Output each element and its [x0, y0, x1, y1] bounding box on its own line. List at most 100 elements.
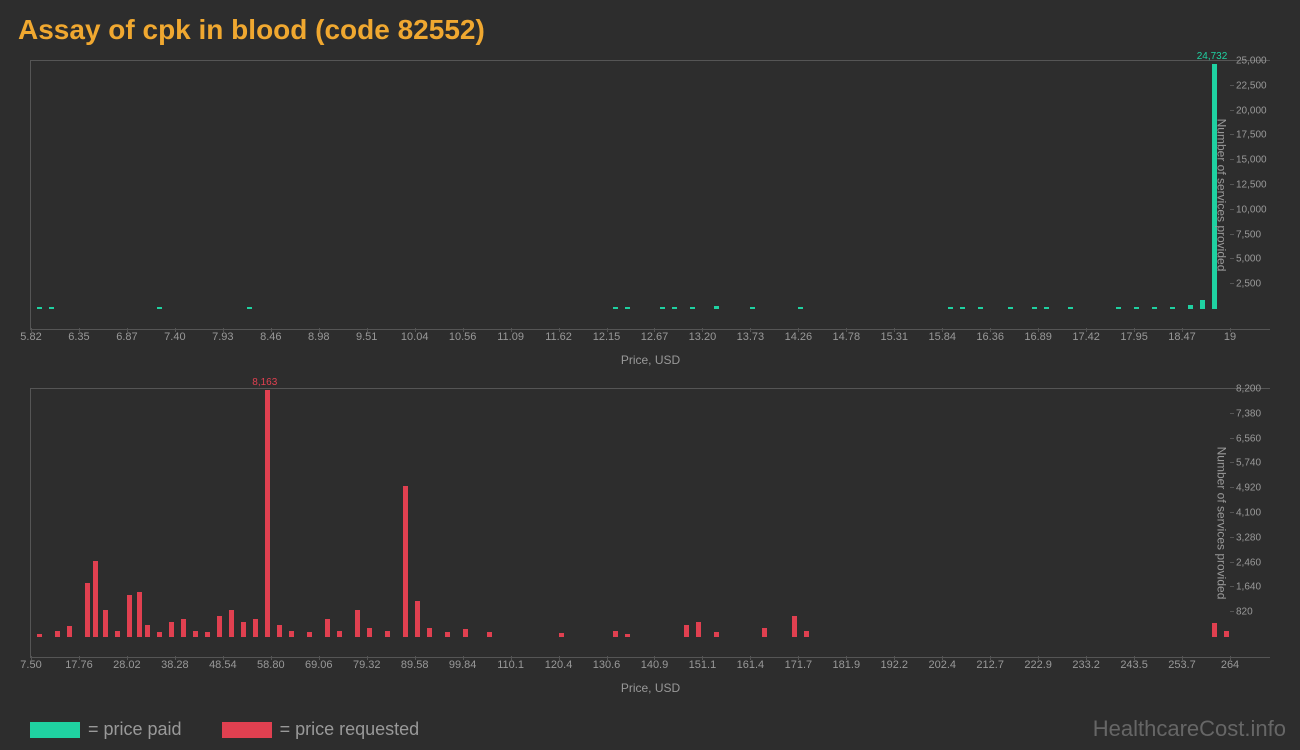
- x-tick: 212.7: [976, 659, 1004, 671]
- y-tick: 4,920: [1236, 483, 1261, 494]
- bar: [253, 619, 258, 637]
- bar: [93, 561, 98, 637]
- y-tick: 2,500: [1236, 279, 1261, 290]
- bar: [49, 307, 54, 309]
- bar: [1188, 305, 1193, 309]
- legend-item-paid: = price paid: [30, 719, 182, 740]
- bar: [137, 592, 142, 637]
- x-tick: 171.7: [785, 659, 813, 671]
- bar: [385, 631, 390, 637]
- bar: [948, 307, 953, 309]
- bar: [67, 626, 72, 637]
- x-tick: 7.40: [164, 331, 185, 343]
- bar: [265, 390, 270, 637]
- chart-paid-container: 24,732 5.826.356.877.407.938.468.989.511…: [30, 60, 1270, 330]
- x-tick: 7.50: [20, 659, 41, 671]
- bar: [157, 307, 162, 309]
- y-tick: 12,500: [1236, 180, 1267, 191]
- bar: [85, 583, 90, 637]
- x-tick: 6.87: [116, 331, 137, 343]
- bar: [660, 307, 665, 309]
- y-axis-label: Number of services provided: [1215, 447, 1229, 600]
- bar: [127, 595, 132, 637]
- bar: [1152, 307, 1157, 309]
- bar: [714, 632, 719, 637]
- bar: [181, 619, 186, 637]
- bar: [804, 631, 809, 637]
- bar: [559, 633, 564, 637]
- y-tick: 7,500: [1236, 229, 1261, 240]
- bar: [613, 631, 618, 637]
- chart-requested-container: 8,163 7.5017.7628.0238.2848.5458.8069.06…: [30, 388, 1270, 658]
- x-tick: 17.95: [1120, 331, 1148, 343]
- bar: [613, 307, 618, 309]
- x-tick: 9.51: [356, 331, 377, 343]
- x-tick: 16.89: [1024, 331, 1052, 343]
- chart-paid: 24,732 5.826.356.877.407.938.468.989.511…: [30, 60, 1270, 330]
- bar: [1170, 307, 1175, 309]
- bar: [103, 610, 108, 637]
- x-tick: 11.09: [497, 331, 524, 343]
- bar: [415, 601, 420, 637]
- x-tick: 58.80: [257, 659, 285, 671]
- bar: [277, 625, 282, 637]
- x-tick: 10.04: [401, 331, 429, 343]
- bar: [325, 619, 330, 637]
- bar: [445, 632, 450, 637]
- x-tick: 5.82: [20, 331, 41, 343]
- bar: [157, 632, 162, 637]
- x-tick: 12.67: [641, 331, 669, 343]
- page-title: Assay of cpk in blood (code 82552): [0, 0, 1300, 52]
- y-tick: 1,640: [1236, 582, 1261, 593]
- x-tick: 110.1: [497, 659, 524, 671]
- x-tick: 120.4: [545, 659, 573, 671]
- bar: [403, 486, 408, 637]
- bar: [463, 629, 468, 637]
- x-tick: 18.47: [1168, 331, 1196, 343]
- y-tick: 5,740: [1236, 458, 1261, 469]
- legend-swatch-requested: [222, 722, 272, 738]
- x-tick: 243.5: [1120, 659, 1148, 671]
- x-tick: 264: [1221, 659, 1239, 671]
- legend: = price paid = price requested: [30, 719, 419, 740]
- x-tick: 16.36: [976, 331, 1004, 343]
- bar: [1068, 307, 1073, 309]
- legend-label-paid: = price paid: [88, 719, 182, 740]
- bar: [205, 632, 210, 637]
- bar: [1116, 307, 1121, 309]
- x-tick: 12.15: [593, 331, 621, 343]
- y-tick: 25,000: [1236, 56, 1267, 67]
- x-tick: 89.58: [401, 659, 429, 671]
- chart-requested: 8,163 7.5017.7628.0238.2848.5458.8069.06…: [30, 388, 1270, 658]
- x-tick: 17.76: [65, 659, 93, 671]
- bar: [55, 631, 60, 637]
- bar: [684, 625, 689, 637]
- bar: [337, 631, 342, 637]
- y-tick: 4,100: [1236, 508, 1261, 519]
- bar: [217, 616, 222, 637]
- x-tick: 253.7: [1168, 659, 1196, 671]
- y-tick: 3,280: [1236, 532, 1261, 543]
- peak-label: 24,732: [1197, 51, 1228, 62]
- bar: [145, 625, 150, 637]
- y-tick: 10,000: [1236, 204, 1267, 215]
- bar: [672, 307, 677, 309]
- bar: [625, 634, 630, 637]
- x-tick: 192.2: [881, 659, 909, 671]
- bar: [750, 307, 755, 309]
- legend-label-requested: = price requested: [280, 719, 420, 740]
- x-tick: 140.9: [641, 659, 669, 671]
- x-tick: 13.20: [689, 331, 717, 343]
- x-tick: 8.98: [308, 331, 329, 343]
- x-tick: 13.73: [737, 331, 765, 343]
- bar: [1044, 307, 1049, 309]
- y-axis-label: Number of services provided: [1215, 119, 1229, 272]
- x-tick: 14.78: [833, 331, 861, 343]
- x-tick: 181.9: [833, 659, 861, 671]
- bar: [792, 616, 797, 637]
- y-tick: 820: [1236, 607, 1253, 618]
- x-tick: 151.1: [689, 659, 717, 671]
- bar: [1200, 300, 1205, 309]
- x-tick: 17.42: [1072, 331, 1100, 343]
- bar: [696, 622, 701, 637]
